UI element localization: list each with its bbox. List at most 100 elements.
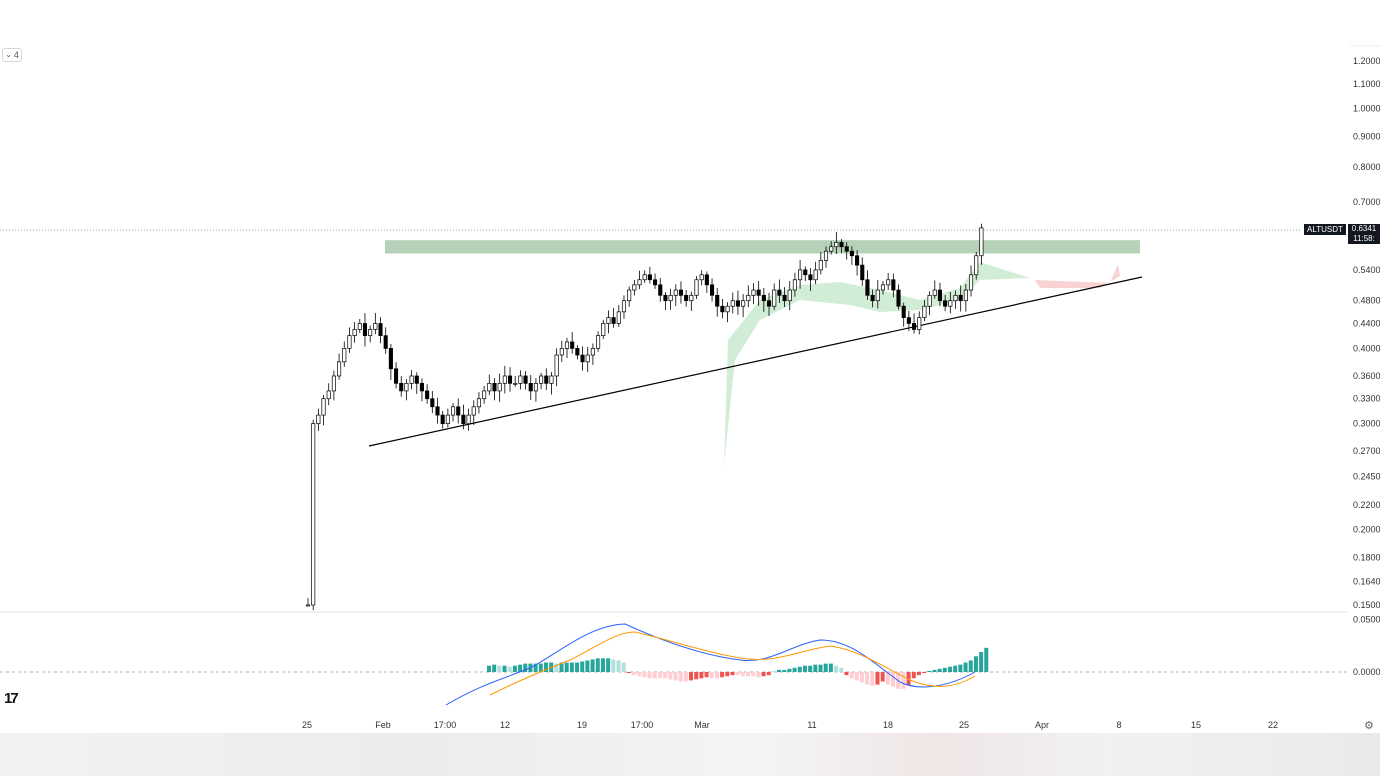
candle-body	[725, 305, 730, 313]
candle	[414, 372, 419, 394]
candle-body	[699, 274, 704, 281]
candle-body	[808, 274, 813, 281]
candle-body	[684, 294, 689, 302]
candle-body	[373, 323, 378, 330]
candle	[663, 292, 668, 310]
candle	[689, 291, 694, 311]
candle-body	[813, 269, 818, 281]
candle-body	[870, 294, 875, 302]
price-tick-label: 0.3000	[1353, 419, 1380, 429]
macd-histogram-bar	[730, 672, 735, 676]
candle	[642, 270, 647, 283]
blurred-footer	[0, 733, 1380, 776]
candle-body	[476, 398, 481, 408]
candle	[782, 287, 787, 307]
candle	[425, 384, 430, 404]
candle	[730, 292, 735, 314]
candle	[632, 279, 637, 296]
candle-body	[492, 382, 497, 392]
candle	[673, 284, 678, 306]
indicators-collapse-button[interactable]: ⌄ 4	[2, 48, 22, 62]
candle-body	[668, 294, 673, 302]
candle-body	[974, 255, 979, 276]
time-tick-label: 8	[1116, 720, 1121, 730]
candle	[968, 265, 974, 297]
candle-body	[311, 423, 316, 606]
time-tick-label: 17:00	[434, 720, 457, 730]
price-tick-label: 0.8000	[1353, 162, 1380, 172]
candle-body	[968, 274, 974, 291]
macd-histogram-bar	[652, 672, 657, 679]
candle-body	[440, 414, 445, 425]
time-axis[interactable]: 25 Feb 17:00 12 19 17:00 Mar 11 18 25 Apr 8 15 22	[302, 720, 1278, 730]
candle-body	[849, 250, 854, 257]
signal-line	[489, 631, 976, 696]
candle-body	[450, 406, 456, 416]
macd-histogram-bar	[787, 668, 792, 672]
symbol-price-tag: ALTUSDT	[1304, 224, 1346, 235]
candle-body	[632, 284, 637, 291]
candle-body	[798, 269, 803, 281]
candle	[326, 383, 331, 406]
macd-histogram-bar	[782, 669, 787, 672]
candle-body	[518, 375, 523, 384]
candle-body	[316, 414, 321, 425]
candle-body	[342, 348, 347, 363]
candle	[803, 266, 808, 281]
macd-line	[445, 623, 976, 706]
candle	[741, 294, 746, 318]
tradingview-logo[interactable]: 17	[4, 690, 19, 707]
macd-histogram-bar	[678, 672, 683, 682]
price-axis[interactable]: 1.2000 1.1000 1.0000 0.9000 0.8000 0.7000 0.54…	[1350, 45, 1380, 610]
candle	[616, 304, 621, 328]
candle	[492, 378, 497, 401]
candle-body	[570, 341, 575, 349]
candle-body	[844, 246, 849, 252]
candle	[450, 403, 456, 422]
candle	[943, 294, 948, 312]
macd-histogram-bar	[709, 672, 714, 679]
macd-histogram-bar	[948, 666, 953, 672]
candle-body	[917, 317, 922, 330]
candle-body	[818, 260, 823, 271]
candle	[533, 378, 538, 402]
candle-body	[746, 294, 751, 302]
candle-body	[715, 294, 720, 307]
candle	[855, 250, 860, 276]
candle	[368, 325, 373, 343]
candle	[564, 337, 570, 358]
candle	[937, 282, 943, 307]
candle	[528, 374, 533, 401]
candle-body	[906, 317, 911, 324]
candle	[383, 327, 388, 354]
macd-histogram-bar	[626, 672, 631, 674]
candle-body	[606, 317, 611, 324]
price-tick-label: 0.2450	[1353, 472, 1380, 482]
time-tick-label: Apr	[1035, 720, 1049, 730]
macd-histogram-bar	[699, 672, 704, 679]
candle	[409, 370, 414, 390]
candle	[430, 390, 435, 414]
candle	[839, 238, 844, 253]
candle	[466, 408, 471, 431]
candle-body	[772, 289, 777, 307]
candle-body	[647, 274, 652, 281]
macd-histogram-bar	[590, 659, 595, 672]
candle-body	[621, 300, 627, 313]
gear-icon[interactable]: ⚙	[1364, 720, 1374, 732]
candle-body	[653, 279, 658, 286]
macd-histogram-bar	[740, 672, 745, 677]
candle-body	[601, 323, 606, 336]
candle	[725, 302, 730, 323]
candle	[316, 408, 321, 431]
macd-histogram-bar	[751, 672, 756, 677]
candle	[388, 343, 393, 380]
candle	[746, 285, 751, 308]
candle-body	[596, 335, 601, 349]
price-tick-label: 0.2000	[1353, 525, 1380, 535]
candle	[792, 272, 797, 297]
ichimoku-cloud	[724, 262, 1120, 465]
macd-histogram-bar	[735, 672, 740, 676]
candle	[445, 408, 450, 428]
